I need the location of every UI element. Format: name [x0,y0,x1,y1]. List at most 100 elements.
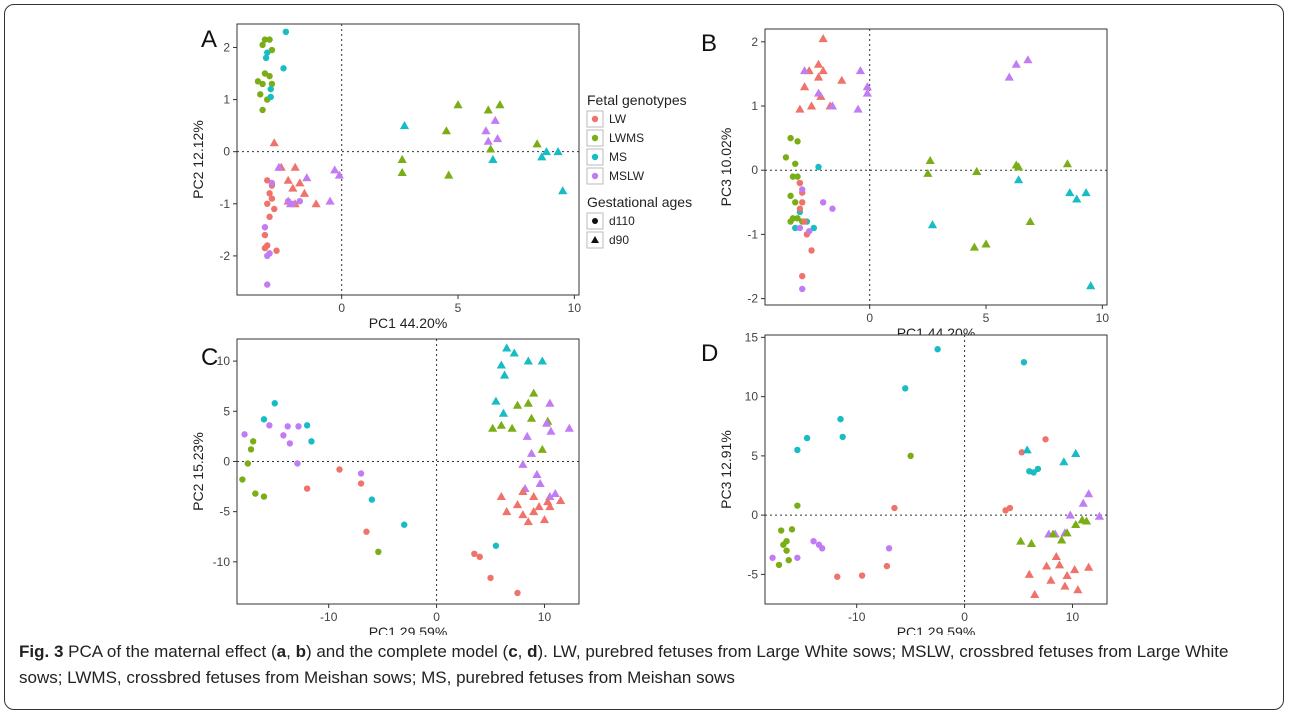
data-point [796,179,804,187]
data-point [282,28,290,36]
data-point [303,485,311,492]
data-point [810,224,818,232]
data-point [1086,281,1096,290]
data-point [399,121,410,130]
plot-border [236,338,580,605]
plot-border [236,23,580,296]
y-tick-label: -1 [219,197,230,211]
data-point [249,438,257,445]
data-point [264,200,271,207]
data-point [782,154,790,161]
data-point [502,343,512,352]
data-point [267,85,274,93]
data-point [518,486,528,496]
caption-text-4: , [517,642,528,661]
data-point [273,247,280,254]
data-point [813,72,824,81]
data-point [1023,55,1033,64]
legend-label-d90: d90 [609,233,629,247]
data-point [271,205,278,213]
data-point [1062,570,1072,580]
data-point [271,400,278,407]
data-point [1034,465,1042,473]
data-point [247,446,255,453]
data-point [796,224,804,232]
data-point [1051,551,1061,561]
caption-panel-a: a [276,642,287,661]
data-point [1060,581,1070,590]
legend-marker-d90 [591,236,599,243]
data-point [769,554,776,561]
data-point [483,105,493,114]
data-point [264,281,271,288]
data-point [799,285,806,293]
data-point [981,239,991,248]
data-point [252,490,259,497]
data-point [397,167,407,176]
data-point [829,205,836,212]
data-point [526,448,537,457]
data-point [1030,589,1040,598]
data-point [792,199,799,206]
data-point [512,500,523,509]
data-point [794,138,801,145]
data-point [794,446,801,454]
caption-panel-c: c [508,642,518,661]
data-point [545,502,555,511]
data-point [546,426,556,435]
data-point [491,396,501,405]
data-point [1004,72,1014,81]
data-point [259,80,266,88]
y-tick-label: 10 [217,354,231,368]
data-point [260,493,268,500]
data-point [969,242,979,251]
y-axis-title: PC3 12.91% [718,430,734,509]
caption-panel-d: d [527,642,538,661]
data-point [264,49,271,56]
data-point [483,136,493,145]
data-point [518,459,528,468]
data-point [813,59,824,68]
data-point [907,452,914,460]
data-point [783,547,790,554]
legend-genotype-title: Fetal genotypes [587,92,687,108]
data-point [891,504,898,512]
data-point [495,100,505,109]
data-points [782,34,1096,293]
y-tick-label: 15 [745,330,759,344]
y-tick-label: 2 [751,35,758,49]
data-point [839,433,846,441]
data-point [818,66,828,75]
panel-label: C [201,344,218,371]
panel-d: D -10 0 10 -5 0 5 10 15 PC1 29.59% PC3 12.91% [701,330,1108,635]
data-points [239,343,574,597]
y-tick-label: -5 [747,567,758,581]
data-point [550,488,560,498]
data-point [1046,575,1056,584]
data-point [1057,535,1067,544]
data-point [777,527,785,534]
data-point [539,515,550,524]
data-point [813,88,824,97]
data-point [266,36,273,43]
data-point [260,416,268,423]
data-point [799,199,806,206]
data-point [837,75,847,84]
data-point [792,160,799,167]
y-tick-label: 5 [223,404,230,418]
data-point [794,502,801,509]
data-point [862,82,872,91]
x-tick-label: -10 [320,610,338,624]
data-point [241,431,248,438]
y-axis-title: PC3 10.02% [718,128,734,207]
data-point [534,502,544,511]
data-point [1020,359,1028,366]
legend-label-lw: LW [609,112,627,126]
x-tick-label: 0 [433,610,440,624]
data-point [883,562,891,570]
x-axis-title: PC1 44.20% [369,315,448,331]
data-point [780,541,787,548]
data-point [815,541,823,548]
data-point [827,101,838,110]
